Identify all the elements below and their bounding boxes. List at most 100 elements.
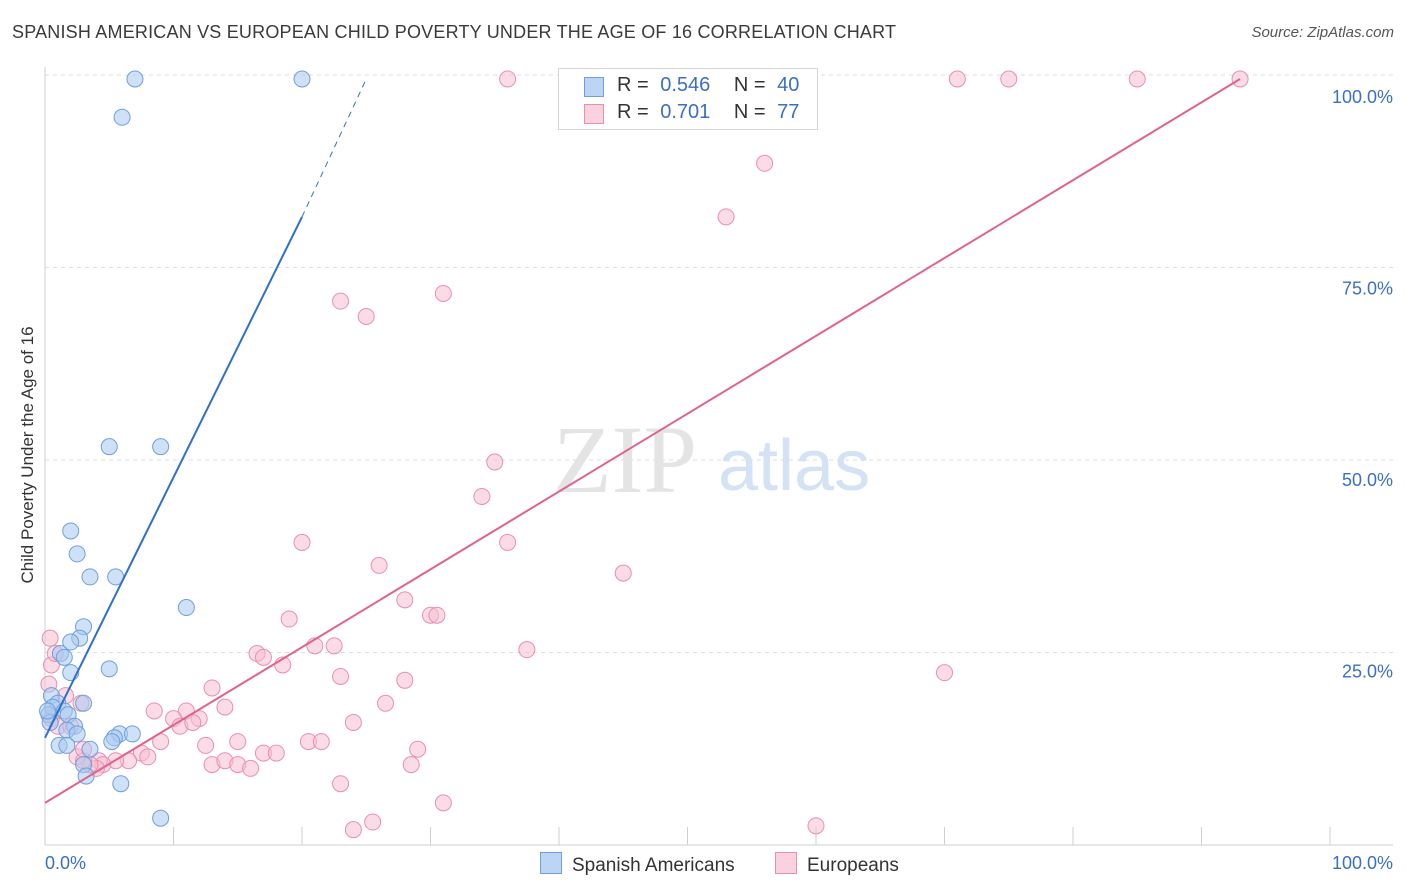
trend-line-dashed-extension — [301, 78, 367, 218]
watermark-atlas: atlas — [718, 426, 870, 506]
point-european — [344, 821, 362, 839]
trend-layer — [44, 78, 1241, 804]
point-european — [325, 637, 343, 655]
point-spanish-american — [177, 599, 195, 617]
point-european — [344, 713, 362, 731]
trend-line-europeans — [44, 78, 1241, 804]
legend-n-label: N = — [733, 74, 766, 96]
point-european — [332, 667, 350, 685]
bottom-legend-spanish-americans: Spanish Americans — [540, 852, 735, 877]
point-spanish-american — [58, 736, 76, 754]
point-european — [409, 740, 427, 758]
point-spanish-american — [68, 725, 86, 743]
legend-r-value: 0.546 — [660, 74, 711, 96]
stats-legend: R = 0.546 N = 40 R = 0.701 N = 77 — [558, 68, 818, 130]
y-tick-label: 50.0% — [1342, 470, 1393, 490]
point-european — [614, 564, 632, 582]
legend-swatch-pink — [584, 104, 604, 124]
legend-r-label: R = — [617, 101, 649, 123]
point-european — [139, 748, 157, 766]
point-spanish-american — [68, 545, 86, 563]
point-european — [936, 664, 953, 682]
point-european — [254, 648, 272, 666]
watermark-zip: ZIP — [553, 406, 697, 513]
point-european — [203, 679, 221, 697]
point-european — [473, 487, 491, 505]
legend-r-label: R = — [617, 74, 649, 96]
point-european — [756, 154, 774, 172]
tick-labels: 25.0% 50.0% 75.0% 100.0% 0.0% 100.0% — [45, 87, 1393, 873]
point-european — [229, 733, 247, 751]
legend-r-value: 0.701 — [660, 101, 711, 123]
y-tick-label: 75.0% — [1342, 279, 1393, 299]
point-european — [357, 307, 375, 325]
y-tick-label: 100.0% — [1332, 87, 1393, 107]
point-spanish-american — [103, 733, 121, 751]
point-spanish-american — [100, 660, 118, 678]
x-tick-label: 100.0% — [1332, 853, 1393, 873]
point-european — [332, 775, 350, 793]
legend-n-label: N = — [733, 101, 766, 123]
point-european — [377, 694, 395, 712]
grid-layer — [45, 74, 1395, 653]
point-european — [332, 292, 350, 310]
point-european — [807, 817, 825, 835]
point-european — [293, 533, 311, 551]
point-european — [948, 70, 966, 88]
point-european — [396, 671, 414, 689]
point-european — [242, 759, 260, 777]
point-european — [396, 591, 414, 609]
bottom-legend-europeans: Europeans — [775, 852, 899, 877]
point-spanish-american — [152, 438, 170, 456]
point-spanish-american — [62, 633, 80, 651]
point-spanish-american — [123, 725, 141, 743]
point-european — [197, 736, 215, 754]
legend-n-value: 77 — [777, 101, 800, 123]
point-spanish-american — [126, 70, 144, 88]
point-spanish-american — [62, 522, 80, 540]
point-european — [518, 641, 536, 659]
point-european — [267, 744, 285, 762]
legend-n-value: 40 — [777, 74, 800, 96]
point-european — [312, 733, 330, 751]
point-european — [216, 698, 234, 716]
point-spanish-american — [152, 809, 170, 827]
bottom-legend-swatch-blue — [540, 852, 562, 874]
point-european — [434, 284, 452, 302]
point-european — [145, 702, 163, 720]
point-spanish-american — [293, 70, 311, 88]
point-european — [717, 208, 735, 226]
point-european — [499, 533, 517, 551]
point-european — [499, 70, 517, 88]
x-tick-label: 0.0% — [45, 853, 86, 873]
point-european — [402, 756, 420, 774]
point-european — [1128, 70, 1146, 88]
points-layer — [39, 70, 1249, 839]
trend-line-spanish-americans — [44, 216, 303, 739]
point-spanish-american — [113, 108, 131, 126]
chart-source: Source: ZipAtlas.com — [1251, 24, 1394, 41]
point-spanish-american — [81, 740, 99, 758]
point-european — [364, 813, 382, 831]
point-european — [1000, 70, 1018, 88]
legend-swatch-blue — [584, 77, 604, 97]
point-european — [486, 453, 504, 471]
point-european — [280, 610, 298, 628]
point-spanish-american — [55, 648, 73, 666]
point-european — [434, 794, 452, 812]
point-spanish-american — [100, 438, 118, 456]
point-european — [41, 629, 59, 647]
point-european — [370, 556, 388, 574]
y-tick-label: 25.0% — [1342, 662, 1393, 682]
chart-title: SPANISH AMERICAN VS EUROPEAN CHILD POVER… — [12, 22, 897, 42]
bottom-legend-label: Europeans — [807, 855, 899, 876]
point-european — [428, 606, 446, 624]
point-spanish-american — [81, 568, 99, 586]
bottom-legend-swatch-pink — [775, 852, 797, 874]
point-spanish-american — [39, 702, 57, 720]
bottom-legend-label: Spanish Americans — [572, 855, 735, 876]
point-spanish-american — [112, 775, 130, 793]
watermark: ZIP atlas — [553, 406, 870, 513]
point-spanish-american — [75, 694, 93, 712]
